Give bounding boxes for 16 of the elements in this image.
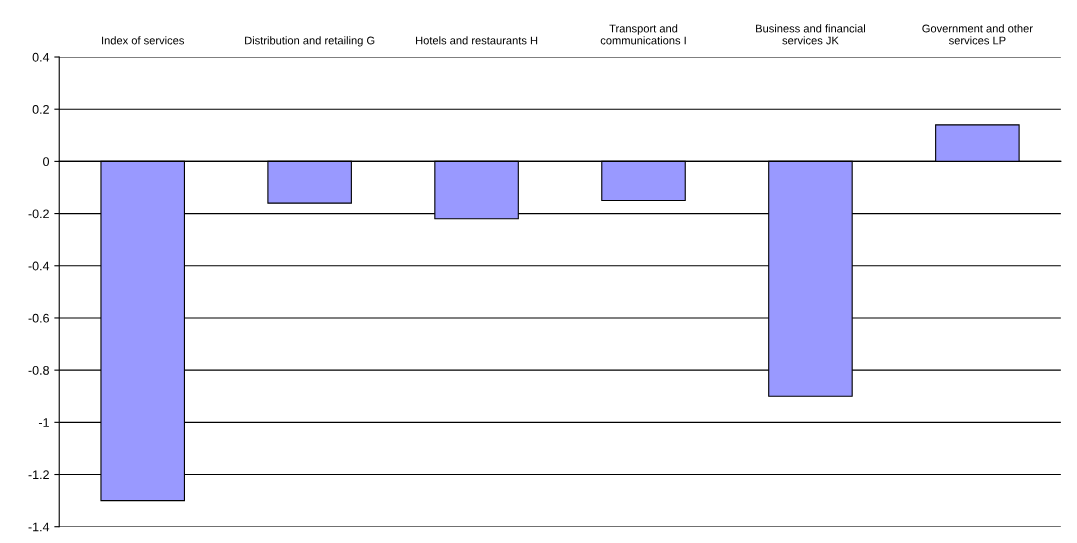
x-tick-label: Government and other services LP [922, 24, 1033, 45]
x-tick-label: Distribution and retailing G [245, 36, 375, 47]
y-tick-label: 0.2 [32, 105, 49, 114]
x-tick-label: Transport and communications I [600, 24, 686, 45]
x-tick-label: Index of services [102, 36, 184, 45]
y-tick-label: -1.4 [28, 522, 50, 532]
y-tick-label: -1 [38, 418, 49, 427]
y-tick-label: 0 [43, 157, 50, 167]
y-tick-label: -0.4 [28, 261, 50, 271]
x-tick-label: Business and financial services JK [756, 24, 865, 45]
y-tick-label: -0.2 [28, 209, 49, 219]
y-tick-label: -0.8 [28, 365, 49, 375]
y-tick-label: -1.2 [28, 470, 49, 480]
y-tick-label: -0.6 [28, 313, 49, 323]
x-tick-label: Hotels and restaurants H [416, 36, 538, 45]
y-tick-label: 0.4 [32, 52, 50, 62]
